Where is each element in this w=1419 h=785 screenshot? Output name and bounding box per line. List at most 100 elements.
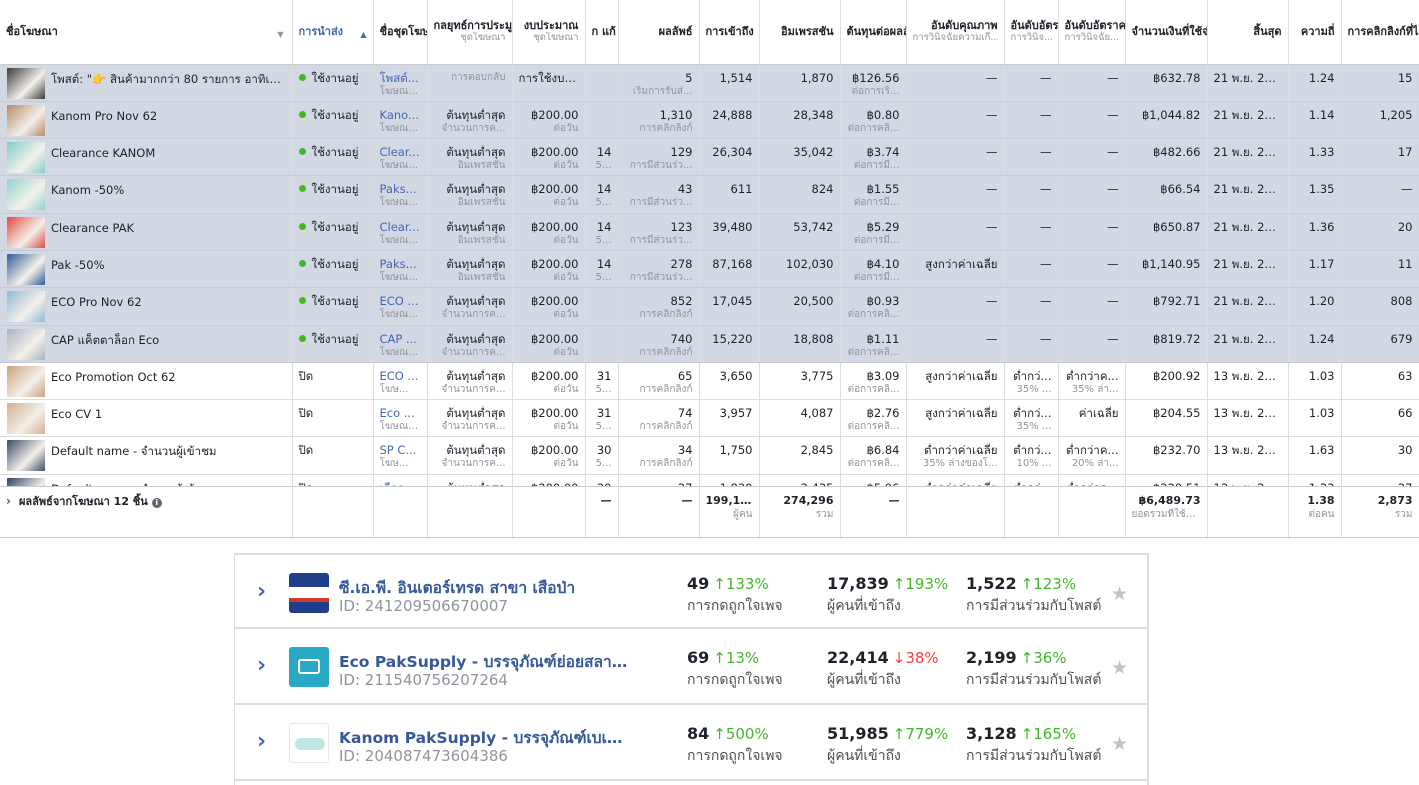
column-header-12[interactable]: อันดับอัตราคอนเวอร์ชั่นการวินิจฉัย...	[1058, 0, 1126, 65]
ad-name-cell[interactable]: โพสต์: "👉 สินค้ามากกว่า 80 รายการ อาทิเช…	[0, 64, 293, 102]
column-header-11[interactable]: อันดับอัตราการมีการวินิจ...	[1004, 0, 1059, 65]
star-icon[interactable]: ★	[1111, 583, 1129, 605]
ad-name[interactable]: Eco CV 1	[51, 407, 103, 422]
ads-table: ชื่อโฆษณา▼การนำส่ง▲ชื่อชุดโฆษณากลยุทธ์กา…	[0, 0, 1419, 513]
adset-value[interactable]: CAP ...	[379, 331, 417, 346]
ad-name-cell[interactable]: Pak -50%	[0, 250, 293, 289]
page-row[interactable]: › Kanom PakSupply - บรรจุภัณฑ์เบเกอรี่,..…	[235, 705, 1147, 781]
chevron-right-icon[interactable]: ›	[257, 579, 267, 604]
ad-name[interactable]: Clearance PAK	[51, 220, 135, 235]
table-row[interactable]: โพสต์: "👉 สินค้ามากกว่า 80 รายการ อาทิเช…	[0, 64, 1419, 102]
table-row[interactable]: Clearance KANOM ใช้งานอยู่ Clear... โฆษณาที…	[0, 138, 1419, 177]
unique_clicks-value: 30	[1397, 443, 1413, 458]
table-row[interactable]: Pak -50%ใช้งานอยู่Paks...โฆษณาที่กำต้นทุ…	[0, 250, 1419, 289]
table-row[interactable]: Clearance PAK ใช้งานอยู่ Clear...โฆษณาที่ก…	[0, 213, 1419, 251]
ad-name[interactable]: Eco Promotion Oct 62	[51, 369, 176, 384]
footer-summary-toggle[interactable]: › ผลลัพธ์จากโฆษณา 12 ชิ้น i	[0, 486, 293, 537]
reach-change-value: 779%	[905, 725, 949, 743]
adset-value[interactable]: Paks...	[379, 256, 417, 271]
column-header-label: การเข้าถึง	[705, 25, 754, 39]
info-icon[interactable]: i	[151, 498, 162, 508]
engagement-cell: —	[1004, 138, 1059, 177]
adset-cell[interactable]: ECO ... โฆษ...	[373, 362, 428, 401]
ad-name-cell[interactable]: Default name - จำนวนผู้เข้าชม	[0, 436, 293, 475]
adset-value[interactable]: Clear...	[379, 145, 420, 160]
dropdown-icon[interactable]: ▼	[277, 30, 284, 39]
page-row[interactable]: › Eco PakSupply - บรรจุภัณฑ์ย่อยสลาย เ...…	[235, 629, 1147, 705]
column-header-2[interactable]: ชื่อชุดโฆษณา	[373, 0, 428, 65]
ad-name-cell[interactable]: Eco CV 1	[0, 399, 293, 438]
star-icon[interactable]: ★	[1111, 657, 1129, 679]
column-header-6[interactable]: ผลลัพธ์	[618, 0, 700, 65]
adset-cell[interactable]: โพสต์...โฆษณาที่กำ	[373, 64, 428, 102]
ad-thumbnail	[7, 291, 45, 323]
adset-value[interactable]: โพสต์...	[379, 70, 419, 85]
column-header-3[interactable]: กลยุทธ์การประมูล ชุดโฆษณา	[427, 0, 513, 65]
table-row[interactable]: Eco Promotion Oct 62 ปิด ECO ... โฆษ... ต้นท…	[0, 362, 1419, 401]
conversion-sublabel: 35% ล่า...	[1071, 383, 1119, 395]
ad-name[interactable]: Default name - จำนวนผู้เข้าชม	[51, 444, 217, 459]
ad-name[interactable]: ECO Pro Nov 62	[51, 295, 142, 310]
footer-impressions-unit: รวม	[815, 509, 834, 520]
adset-value[interactable]: ECO ...	[379, 294, 419, 309]
adset-value[interactable]: Eco ...	[379, 406, 415, 421]
page-row[interactable]: › ซี.เอ.พี. อินเตอร์เทรด สาขา เสือป่า ID: …	[235, 553, 1147, 629]
adset-value[interactable]: Clear...	[379, 219, 420, 234]
adset-cell[interactable]: Kano...โฆษณาที่กำ	[373, 101, 428, 140]
ad-name[interactable]: โพสต์: "👉 สินค้ามากกว่า 80 รายการ อาทิเช…	[51, 71, 288, 86]
column-header-16[interactable]: การคลิกลิงก์ที่ไม่ซ้ำกัน	[1341, 0, 1419, 65]
adset-value[interactable]: Paks...	[379, 182, 417, 197]
chevron-right-icon[interactable]: ›	[257, 729, 267, 754]
conversion-value: —	[1107, 145, 1119, 160]
adset-cell[interactable]: Paks...โฆษณาที่กำ	[373, 250, 428, 289]
ad-name-cell[interactable]: CAP แค็ตตาล็อก Eco	[0, 325, 293, 363]
ad-name-cell[interactable]: ECO Pro Nov 62	[0, 287, 293, 326]
column-header-7[interactable]: การเข้าถึง	[699, 0, 760, 65]
edit-sublabel: 5...	[595, 197, 612, 209]
column-header-1[interactable]: การนำส่ง ▲	[292, 0, 374, 65]
column-header-14[interactable]: สิ้นสุด	[1207, 0, 1289, 65]
ad-name[interactable]: Pak -50%	[51, 257, 105, 272]
ad-name[interactable]: CAP แค็ตตาล็อก Eco	[51, 332, 160, 347]
ad-name[interactable]: Kanom Pro Nov 62	[51, 108, 158, 123]
ad-name-cell[interactable]: Clearance PAK	[0, 213, 293, 251]
budget-cell: การใช้งบป...	[512, 64, 586, 102]
column-header-4[interactable]: งบประมาณ ชุดโฆษณา	[512, 0, 586, 65]
adset-cell[interactable]: Clear...โฆษณาที่กำ	[373, 138, 428, 177]
table-row[interactable]: CAP แค็ตตาล็อก Eco ใช้งานอยู่ CAP ... โฆษณา…	[0, 325, 1419, 363]
adset-cell[interactable]: Clear...โฆษณาที่กำ	[373, 213, 428, 251]
table-row[interactable]: ECO Pro Nov 62 ใช้งานอยู่ ECO ...โฆษณาที่ก…	[0, 287, 1419, 326]
ad-name[interactable]: Kanom -50%	[51, 183, 125, 198]
adset-value[interactable]: SP C...	[379, 443, 417, 458]
budget-value: ฿200.00	[530, 145, 579, 160]
sort-ascending-icon[interactable]: ▲	[360, 30, 367, 39]
table-row[interactable]: Default name - จำนวนผู้เข้าชม ปิด SP C... โ…	[0, 436, 1419, 475]
ad-name-cell[interactable]: Kanom Pro Nov 62	[0, 101, 293, 140]
adset-cell[interactable]: SP C... โฆษ...	[373, 436, 428, 475]
edit-sublabel: 5...	[595, 458, 612, 470]
ad-name[interactable]: Clearance KANOM	[51, 146, 156, 161]
bid-value: ต้นทุนต่ำสุด	[446, 443, 506, 458]
column-header-9[interactable]: ต้นทุนต่อผลลัพธ์	[840, 0, 907, 65]
adset-cell[interactable]: CAP ...โฆษณาที่กำ	[373, 325, 428, 363]
table-row[interactable]: Kanom Pro Nov 62 ใช้งานอยู่ Kano... โฆษณาที…	[0, 101, 1419, 140]
adset-value[interactable]: ECO ...	[379, 368, 419, 383]
column-header-5[interactable]: ก แก้ ล่าค่	[585, 0, 619, 65]
column-header-0[interactable]: ชื่อโฆษณา ▼	[0, 0, 293, 65]
adset-cell[interactable]: ECO ...โฆษณาที่กำ	[373, 287, 428, 326]
table-row[interactable]: Kanom -50%ใช้งานอยู่Paks...โฆษณาที่กำต้น…	[0, 175, 1419, 214]
ad-name-cell[interactable]: Clearance KANOM	[0, 138, 293, 177]
adset-cell[interactable]: Eco ...โฆษณาที่กำ	[373, 399, 428, 438]
chevron-right-icon[interactable]: ›	[257, 653, 267, 678]
ad-name-cell[interactable]: Kanom -50%	[0, 175, 293, 214]
column-header-15[interactable]: ความถี่	[1288, 0, 1342, 65]
adset-cell[interactable]: Paks...โฆษณาที่กำ	[373, 175, 428, 214]
adset-value[interactable]: Kano...	[379, 107, 419, 122]
star-icon[interactable]: ★	[1111, 733, 1129, 755]
column-header-13[interactable]: จำนวนเงินที่ใช้จ่ายไป	[1125, 0, 1208, 65]
column-header-10[interactable]: อันดับคุณภาพ การวินิจฉัยความเกี่...	[906, 0, 1005, 65]
ad-name-cell[interactable]: Eco Promotion Oct 62	[0, 362, 293, 401]
bid-cell: ต้นทุนต่ำสุด จำนวนการค...	[427, 436, 513, 475]
column-header-8[interactable]: อิมเพรสชัน	[759, 0, 841, 65]
